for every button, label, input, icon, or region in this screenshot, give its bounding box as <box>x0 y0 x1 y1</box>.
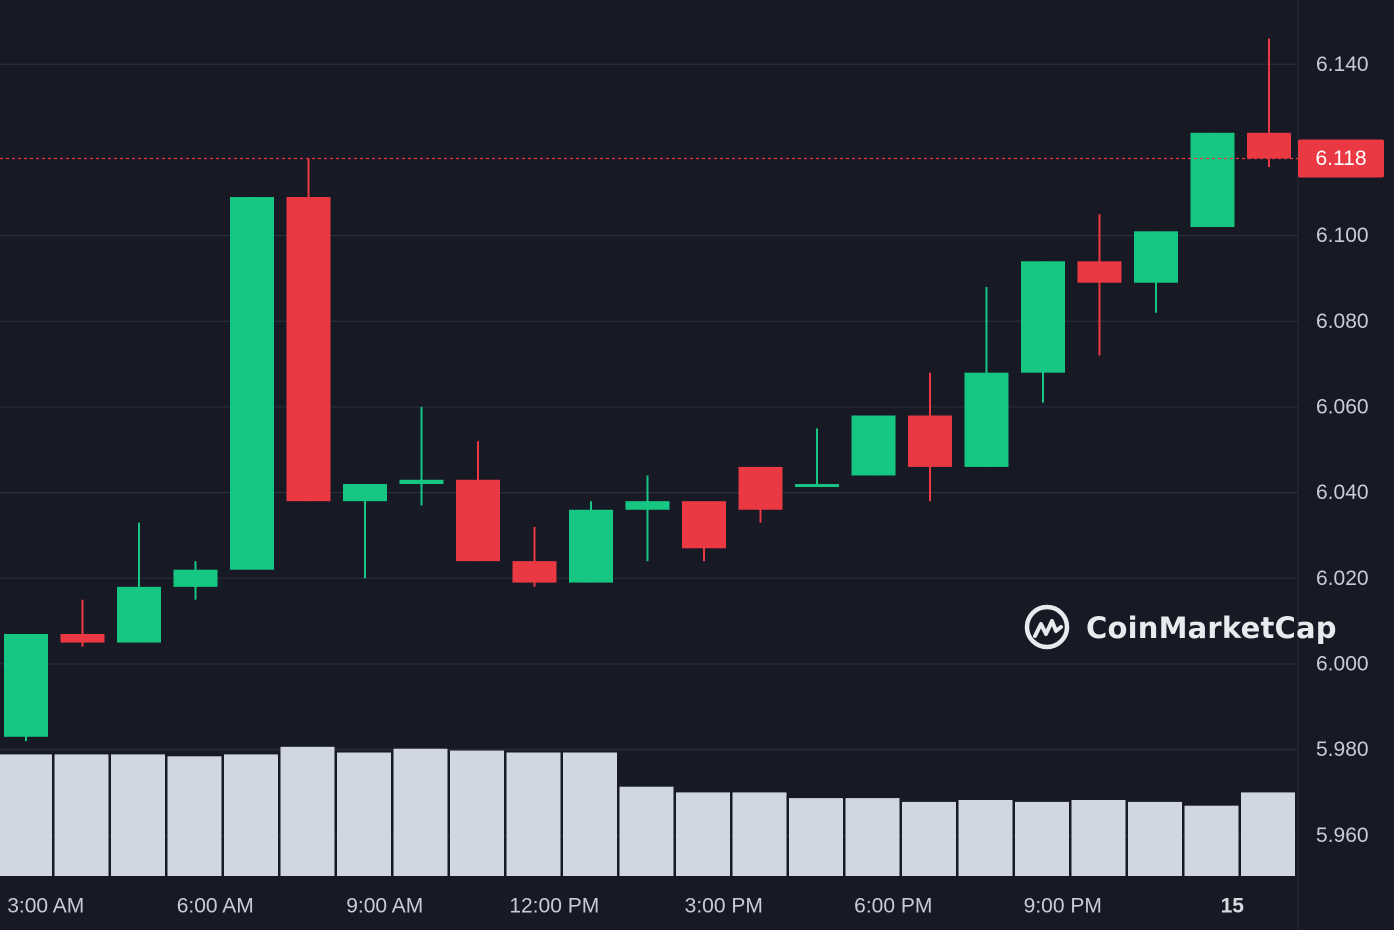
candle-body <box>1134 231 1178 283</box>
x-tick-label: 6:00 AM <box>177 895 254 918</box>
candle-down <box>682 501 726 562</box>
current-price-label: 6.118 <box>1316 147 1367 170</box>
volume-bar <box>337 752 391 876</box>
x-tick-label: 3:00 PM <box>685 895 763 918</box>
y-axis-ticks: 5.960 5.980 6.000 6.020 6.040 6.060 6.080 6.100… <box>1316 53 1369 847</box>
candle-body <box>456 479 500 562</box>
current-price-marker: 6.118 <box>0 139 1384 178</box>
candle-down <box>908 372 952 502</box>
candle-body <box>4 633 48 737</box>
candle-body <box>399 479 444 485</box>
candle-body <box>117 586 161 643</box>
candle-body <box>1247 132 1291 159</box>
candle-body <box>795 484 839 488</box>
candle-body <box>738 466 783 510</box>
candle-body <box>682 501 726 549</box>
watermark-text: CoinMarketCap <box>1086 611 1337 645</box>
coinmarketcap-logo-icon <box>1024 604 1070 650</box>
x-tick-label: 12:00 PM <box>509 895 599 918</box>
candle-up <box>795 428 839 488</box>
current-price-badge <box>1298 139 1384 178</box>
candle-up <box>1190 132 1235 228</box>
volume-bar <box>563 752 617 876</box>
candle-body <box>230 197 274 570</box>
candle-body <box>1190 132 1235 228</box>
volume-bar <box>167 756 222 876</box>
volume-bar <box>958 800 1013 876</box>
candle-down <box>1247 38 1291 168</box>
candle-up <box>569 501 613 583</box>
volume-bars <box>0 746 1295 876</box>
candle-up <box>343 484 387 579</box>
candle-down <box>456 441 500 562</box>
y-tick-label: 6.080 <box>1316 310 1369 333</box>
candle-body <box>173 569 218 587</box>
x-tick-label: 9:00 AM <box>346 895 423 918</box>
volume-bar <box>1184 805 1239 876</box>
x-tick-label: 6:00 PM <box>854 895 932 918</box>
volume-bar <box>280 746 335 876</box>
candle-body <box>343 484 387 502</box>
volume-bar <box>506 752 561 876</box>
candle-body <box>964 372 1009 467</box>
y-tick-label: 6.040 <box>1316 481 1369 504</box>
candle-body <box>1077 261 1122 283</box>
volume-bar <box>845 798 900 876</box>
volume-bar <box>224 754 278 876</box>
candle-down <box>60 599 105 647</box>
candle-up <box>230 197 274 570</box>
candle-down <box>286 158 331 502</box>
candle-body <box>60 633 105 643</box>
candle-body <box>1021 261 1065 373</box>
y-tick-label: 5.980 <box>1316 738 1369 761</box>
candle-body <box>512 561 557 583</box>
volume-bar <box>676 792 730 876</box>
volume-bar <box>732 792 787 876</box>
candle-up <box>1021 261 1065 403</box>
volume-bar <box>1071 800 1126 876</box>
candle-up <box>625 475 670 562</box>
candle-body <box>286 197 331 502</box>
candle-up <box>1134 231 1178 313</box>
candle-up <box>117 522 161 643</box>
x-tick-label: 9:00 PM <box>1024 895 1102 918</box>
candle-body <box>569 509 613 583</box>
volume-bar <box>111 754 165 876</box>
y-tick-label: 6.000 <box>1316 652 1369 675</box>
candle-down <box>1077 214 1122 356</box>
volume-bar <box>393 748 448 876</box>
candle-body <box>851 415 896 476</box>
volume-bar <box>54 754 109 876</box>
volume-bar <box>1015 801 1069 876</box>
candle-up <box>964 287 1009 467</box>
volume-bar <box>902 801 956 876</box>
y-tick-label: 6.020 <box>1316 567 1369 590</box>
candle-down <box>738 466 783 523</box>
y-tick-label: 5.960 <box>1316 824 1369 847</box>
candle-up <box>173 561 218 600</box>
candle-body <box>908 415 952 467</box>
candle-up <box>851 415 896 476</box>
volume-bar <box>1128 801 1182 876</box>
volume-bar <box>450 750 504 876</box>
coinmarketcap-watermark: CoinMarketCap <box>1024 604 1337 650</box>
candle-up <box>4 633 48 742</box>
candle-down <box>512 526 557 587</box>
volume-bar <box>0 754 52 876</box>
candle-body <box>625 501 670 510</box>
volume-bar <box>619 786 674 876</box>
candle-up <box>399 406 444 506</box>
y-tick-label: 6.100 <box>1316 224 1369 247</box>
x-axis-ticks: 3:00 AM 6:00 AM 9:00 AM 12:00 PM 3:00 PM 6:00… <box>7 895 1244 918</box>
candles <box>4 38 1291 742</box>
volume-bar <box>1241 792 1295 876</box>
x-tick-label: 3:00 AM <box>7 895 84 918</box>
volume-bar <box>789 798 843 876</box>
y-tick-label: 6.140 <box>1316 53 1369 76</box>
y-tick-label: 6.060 <box>1316 395 1369 418</box>
x-tick-label: 15 <box>1221 895 1245 918</box>
